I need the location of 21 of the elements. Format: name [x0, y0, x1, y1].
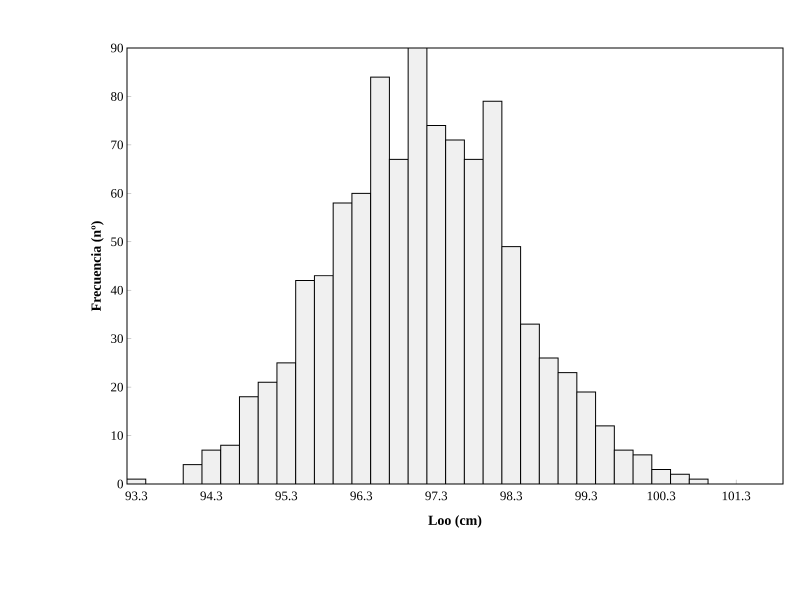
y-tick-label: 30 [111, 334, 123, 344]
y-tick-label: 80 [111, 92, 123, 101]
x-tick-label: 99.3 [575, 492, 598, 500]
y-tick-label: 40 [110, 286, 123, 295]
y-axis-title: Frecuencia (nº) [91, 221, 104, 312]
y-tick-label: 20 [111, 382, 123, 392]
x-tick-label: 101.3 [722, 492, 750, 500]
x-tick-label: 94.3 [200, 492, 222, 500]
x-tick-label: 97.3 [425, 492, 448, 500]
y-tick-label: 60 [111, 188, 123, 198]
x-tick-label: 98.3 [500, 492, 522, 500]
x-tick-label: 100.3 [648, 492, 676, 500]
x-tick-label: 95.3 [275, 492, 298, 500]
y-tick-label: 10 [112, 431, 123, 440]
x-tick-label: 96.3 [350, 492, 372, 500]
y-tick-label: 90 [110, 44, 123, 52]
y-tick-label: 50 [111, 237, 123, 246]
y-tick-label: 0 [118, 480, 123, 488]
y-tick-label: 70 [111, 140, 123, 150]
x-axis-title: Loo (cm) [428, 515, 482, 528]
x-tick-label: 93.3 [125, 492, 148, 500]
